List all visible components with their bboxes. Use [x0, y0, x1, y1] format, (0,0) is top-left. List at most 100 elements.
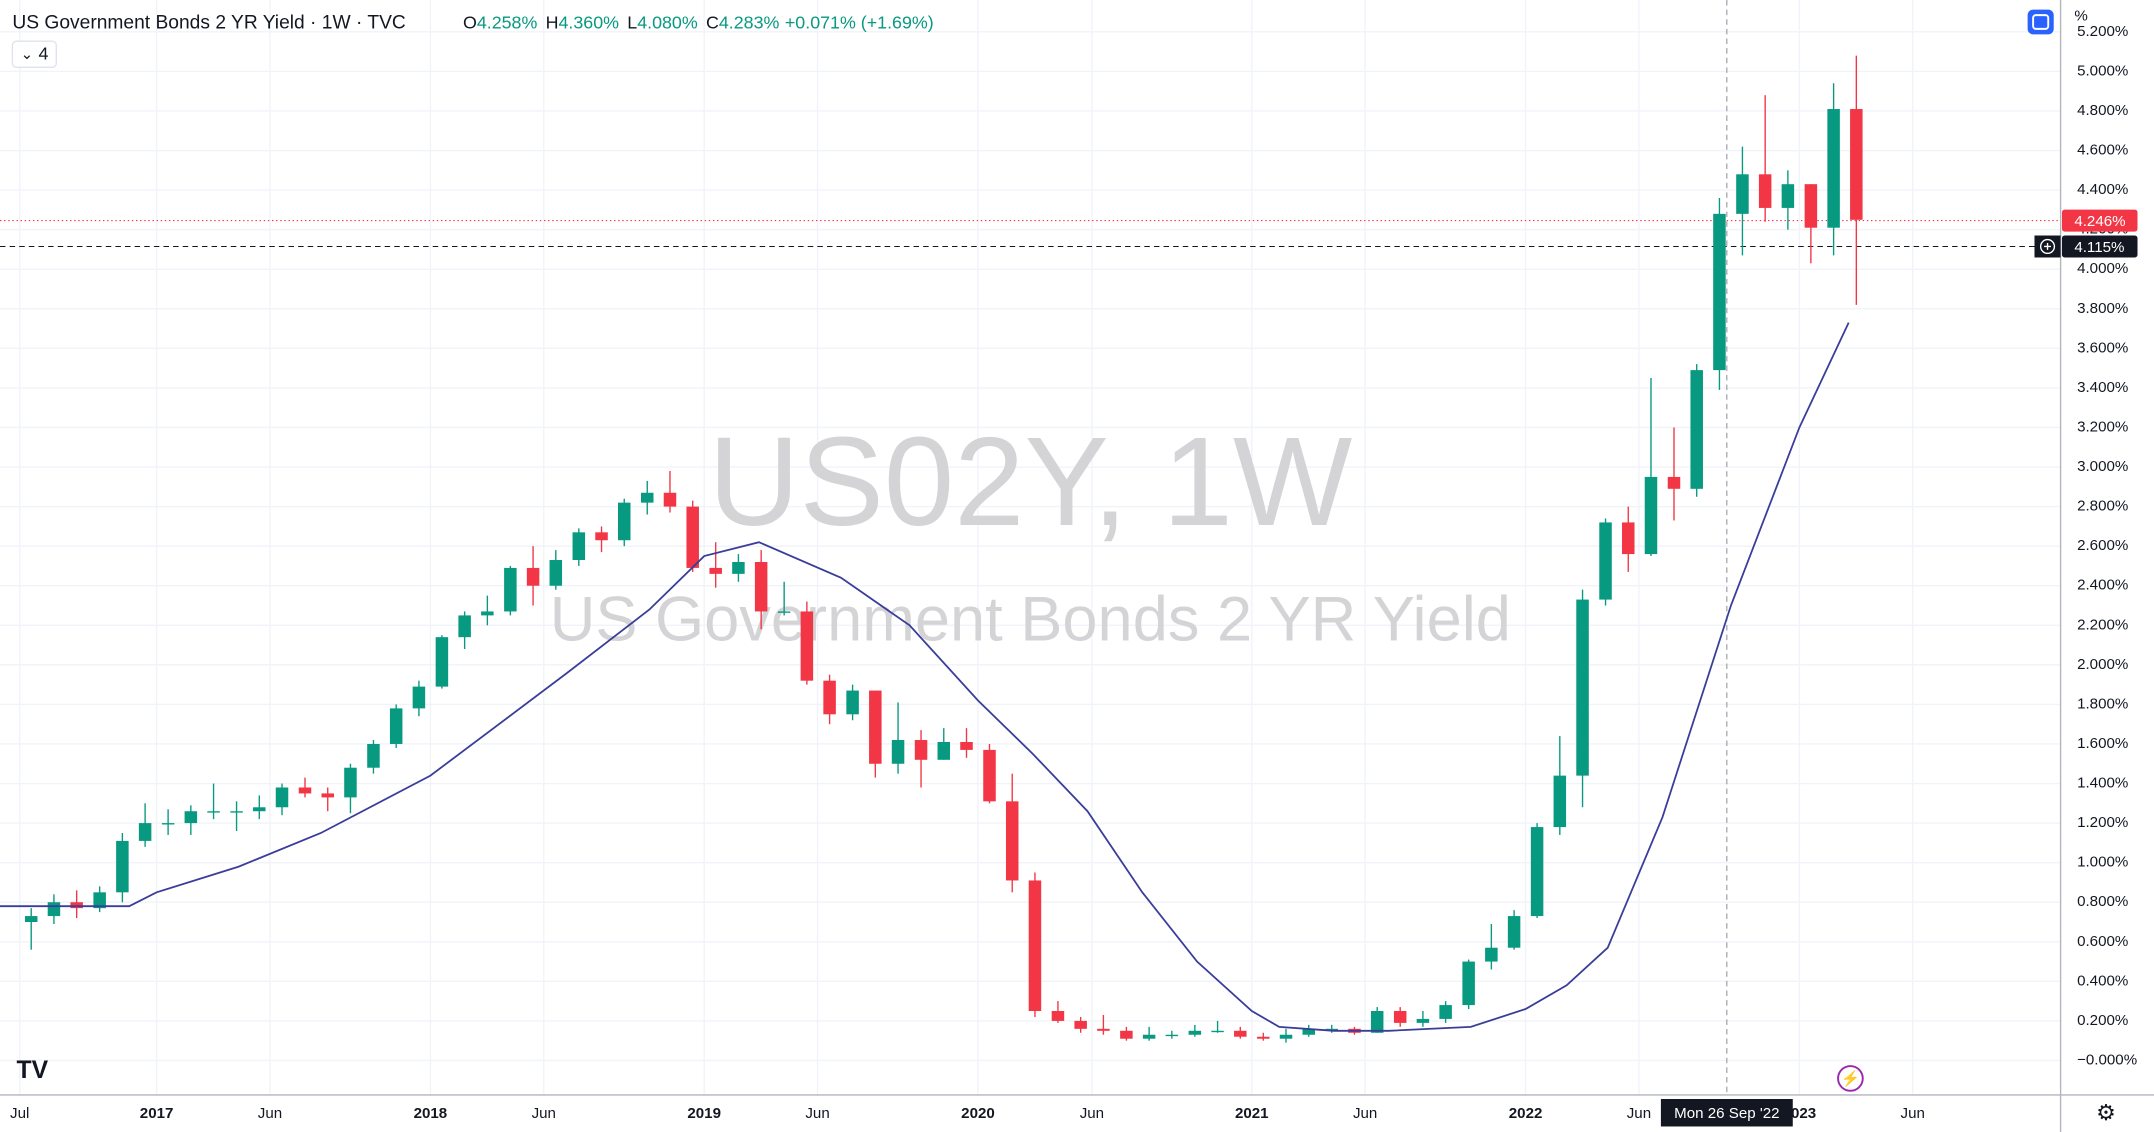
candle-body	[504, 567, 517, 612]
x-tick-label: 2021	[1235, 1105, 1269, 1122]
chevron: ⌄	[21, 46, 34, 63]
candle-body	[24, 916, 38, 923]
y-tick-label: 1.800%	[2077, 695, 2128, 712]
candle-body	[1553, 775, 1567, 828]
ohlc-value: 4.360%	[559, 12, 620, 32]
candle-body	[1005, 801, 1019, 881]
candle-body	[777, 611, 791, 613]
y-tick-label: 4.600%	[2077, 142, 2128, 159]
crosshair-time-box	[1660, 1099, 1793, 1127]
candle-body	[1234, 1030, 1247, 1037]
candle-body	[1188, 1030, 1202, 1035]
y-tick-label: 2.000%	[2077, 656, 2128, 673]
unit-label: %	[2074, 7, 2087, 24]
logo: TV	[16, 1057, 48, 1084]
candle-body	[1370, 1011, 1384, 1033]
candle-body	[1622, 522, 1635, 555]
candle-body	[1028, 880, 1042, 1012]
ohlc-legend: O4.258% H4.360% L4.080% C4.283% +0.071% (+1.…	[463, 12, 934, 32]
candle-body	[549, 560, 563, 586]
candle-body	[47, 902, 61, 917]
ohlc-key: C	[706, 12, 719, 32]
candle-body	[1097, 1028, 1110, 1031]
candle-body	[412, 686, 426, 709]
x-tick-label: Jun	[532, 1105, 556, 1122]
candle-body	[1416, 1018, 1430, 1023]
alert-icon[interactable]	[1837, 1065, 1864, 1092]
price-label: 4.115%	[2074, 239, 2124, 256]
y-tick-label: 2.800%	[2077, 498, 2128, 515]
candle-body	[937, 741, 951, 760]
candle-body	[526, 567, 540, 586]
candle-body	[1142, 1034, 1156, 1039]
candle-body	[1599, 522, 1612, 600]
candle-body	[481, 611, 494, 616]
candle-body	[184, 811, 198, 824]
x-tick-label: Jun	[1353, 1105, 1377, 1122]
candle-body	[1211, 1030, 1224, 1033]
candle-body	[686, 506, 699, 568]
sync-icon	[2032, 14, 2050, 30]
y-tick-label: −0.000%	[2077, 1051, 2137, 1068]
y-tick-label: 2.400%	[2077, 577, 2128, 594]
candle-body	[983, 749, 996, 802]
y-tick-label: 4.800%	[2077, 102, 2128, 119]
sync-button[interactable]	[2027, 9, 2054, 35]
candle-body	[435, 637, 449, 687]
ohlc-value: 4.283%	[719, 12, 780, 32]
x-tick-label: 2018	[414, 1105, 448, 1122]
candle-body	[800, 611, 814, 681]
ohlc-value: 4.258%	[477, 12, 538, 32]
candle-body	[709, 567, 722, 574]
candle-body	[298, 787, 312, 794]
candle-body	[1781, 184, 1795, 208]
candle-body	[663, 492, 677, 507]
candle-body	[1713, 213, 1726, 371]
candle-body	[960, 741, 973, 750]
candle-body	[344, 767, 357, 798]
axes: −0.000% 0.200% 0.400% 0.600% 0.800% 1.000% 1.2…	[10, 23, 2138, 1127]
candle-body	[869, 690, 882, 764]
candle-body	[1051, 1011, 1065, 1021]
price-label-box	[2061, 235, 2138, 258]
candle-body	[1758, 174, 1772, 208]
candle-body	[389, 708, 403, 744]
indicator-chip[interactable]	[11, 40, 58, 69]
x-tick-label: Jun	[1080, 1105, 1104, 1122]
y-tick-label: 1.600%	[2077, 735, 2128, 752]
candle-body	[1485, 947, 1498, 962]
alert-glyph: ⚡	[1841, 1070, 1860, 1088]
x-tick-label: 2017	[140, 1105, 174, 1122]
settings-icon[interactable]: ⚙	[2096, 1100, 2116, 1125]
x-tick-label: Jun	[1627, 1105, 1651, 1122]
y-tick-label: 1.000%	[2077, 854, 2128, 871]
x-tick-label: Jun	[1901, 1105, 1925, 1122]
candle-body	[275, 787, 289, 808]
candle-body	[1279, 1034, 1293, 1039]
candle-body	[754, 561, 768, 612]
candle-body	[846, 690, 859, 715]
candle-body	[641, 492, 654, 503]
candle-body	[572, 532, 586, 561]
candle-body	[1736, 174, 1749, 214]
candle-body	[732, 561, 745, 574]
candle-body	[823, 680, 836, 715]
candle-body	[1257, 1036, 1270, 1039]
x-tick-label: 2020	[961, 1105, 995, 1122]
y-tick-label: 3.400%	[2077, 379, 2128, 396]
ohlc-key: O	[463, 12, 477, 32]
candle-body	[230, 811, 243, 813]
candle-body	[116, 840, 129, 893]
ohlc-value: 4.080%	[637, 12, 698, 32]
y-tick-label: 4.000%	[2077, 260, 2128, 277]
y-tick-label: 4.400%	[2077, 181, 2128, 198]
y-tick-label: 2.200%	[2077, 616, 2128, 633]
moving-average-line	[0, 322, 1850, 1032]
candle-body	[1850, 109, 1863, 220]
candle-body	[321, 793, 334, 798]
candle-body	[891, 740, 905, 764]
y-tick-label: 3.200%	[2077, 418, 2128, 435]
candle-body	[595, 532, 608, 541]
